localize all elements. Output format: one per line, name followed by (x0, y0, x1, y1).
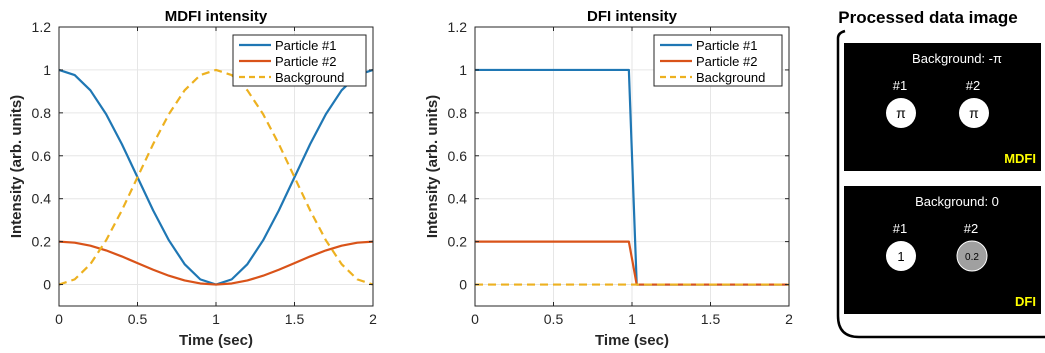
legend-label-2: Particle #2 (696, 54, 757, 69)
x-tick-label: 0 (471, 311, 479, 327)
legend-label-1: Particle #1 (275, 38, 336, 53)
y-tick-label: 0.2 (32, 234, 52, 250)
x-tick-label: 2 (369, 311, 377, 327)
y-axis-label: Intensity (arb. units) (424, 95, 441, 238)
dfi-particle-1-value: 1 (897, 249, 904, 264)
chart-title: MDFI intensity (165, 8, 268, 25)
dfi-particle-2-value: 0.2 (965, 252, 979, 263)
processed-bracket (836, 29, 1045, 339)
x-tick-label: 1.5 (285, 311, 305, 327)
y-tick-label: 1 (459, 62, 467, 78)
legend-label-3: Background (696, 70, 765, 85)
dfi-image-background (844, 186, 1041, 314)
mdfi-particle-2-label: #2 (966, 78, 980, 93)
x-axis-label: Time (sec) (179, 332, 253, 349)
dfi-mode-label: DFI (1015, 294, 1036, 309)
mdfi-particle-2 (959, 98, 989, 128)
mdfi-background-label: Background: -π (912, 51, 1002, 66)
y-axis-label: Intensity (arb. units) (8, 95, 25, 238)
mdfi-processed-panel: Background: -π #1 #2 π π MDFI (844, 43, 1041, 171)
mdfi-particle-1 (886, 98, 916, 128)
y-tick-label: 0.4 (32, 191, 52, 207)
dfi-particle-1 (886, 241, 916, 271)
processed-title: Processed data image (838, 8, 1018, 27)
y-tick-label: 0 (43, 277, 51, 293)
y-tick-label: 0.2 (448, 234, 468, 250)
legend-label-3: Background (275, 70, 344, 85)
legend-label-2: Particle #2 (275, 54, 336, 69)
y-tick-label: 1.2 (448, 19, 468, 35)
x-tick-label: 0.5 (128, 311, 148, 327)
dfi-processed-panel: Background: 0 #1 #2 1 0.2 DFI (844, 186, 1041, 314)
y-tick-label: 0.8 (448, 105, 468, 121)
y-tick-label: 1.2 (32, 19, 52, 35)
legend-label-1: Particle #1 (696, 38, 757, 53)
y-tick-label: 0.8 (32, 105, 52, 121)
mdfi-particle-1-label: #1 (893, 78, 907, 93)
y-tick-label: 1 (43, 62, 51, 78)
mdfi-particle-1-value: π (896, 105, 906, 121)
x-tick-label: 1 (212, 311, 220, 327)
x-tick-label: 0.5 (544, 311, 564, 327)
dfi-particle-2-label: #2 (964, 221, 978, 236)
x-axis-label: Time (sec) (595, 332, 669, 349)
series-line-3 (58, 68, 374, 286)
chart-title: DFI intensity (587, 8, 678, 25)
processed-data-image: Processed data image Background: -π #1 #… (836, 8, 1045, 339)
dfi-background-label: Background: 0 (915, 194, 999, 209)
series-line-2 (58, 240, 374, 286)
dfi-intensity-chart: 0 0.5 1 1.5 2 0 0.2 0.4 0.6 0.8 1 1.2 DFI intensity T… (424, 8, 793, 349)
y-tick-label: 0.4 (448, 191, 468, 207)
x-tick-label: 1 (628, 311, 636, 327)
y-tick-label: 0.6 (32, 148, 52, 164)
mdfi-mode-label: MDFI (1004, 151, 1036, 166)
x-tick-label: 0 (55, 311, 63, 327)
x-tick-label: 1.5 (701, 311, 721, 327)
y-tick-label: 0 (459, 277, 467, 293)
y-tick-label: 0.6 (448, 148, 468, 164)
mdfi-intensity-chart: 0 0.5 1 1.5 2 0 0.2 0.4 0.6 0.8 1 1.2 MDFI intensity… (8, 8, 377, 349)
mdfi-particle-2-value: π (969, 105, 979, 121)
dfi-particle-1-label: #1 (893, 221, 907, 236)
x-tick-label: 2 (785, 311, 793, 327)
dfi-particle-2 (956, 240, 988, 272)
mdfi-image-background (844, 43, 1041, 171)
